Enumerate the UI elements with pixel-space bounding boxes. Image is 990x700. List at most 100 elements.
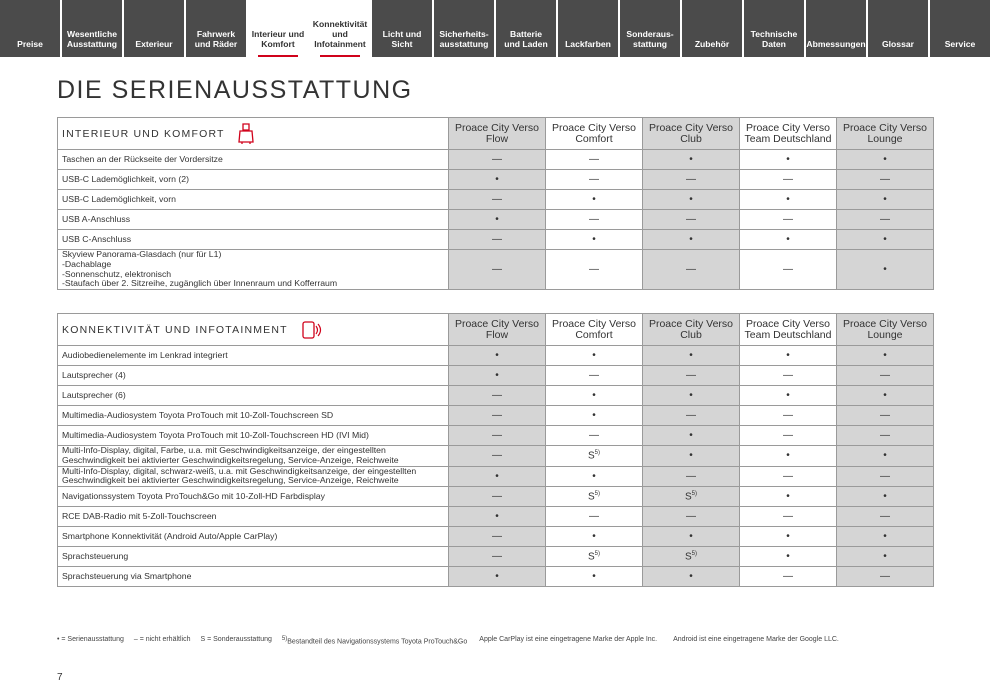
row-label: Lautsprecher (4)	[57, 365, 449, 386]
cell-note: 5)	[594, 491, 600, 498]
cell: •	[545, 229, 643, 250]
cell: •	[545, 345, 643, 366]
cell: —	[739, 169, 837, 190]
cell-text: S	[684, 551, 692, 563]
cell: •	[836, 385, 934, 406]
footnote-text: S = Sonderausstattung	[200, 636, 272, 643]
cell-note: 5)	[594, 450, 600, 457]
footnote: • = Serienausstattung	[57, 636, 124, 645]
nav-tab[interactable]: Exterieur	[124, 0, 184, 57]
cell: •	[642, 526, 740, 548]
cell: —	[448, 445, 546, 467]
row: Lautsprecher (4) • — — — —	[57, 365, 934, 386]
cell: —	[545, 365, 643, 386]
nav-tab[interactable]: Sonderaus- stattung	[620, 0, 680, 57]
cell: —	[642, 248, 740, 291]
row: Navigationssystem Toyota ProTouch&Go mit…	[57, 486, 934, 508]
cell: —	[739, 209, 837, 230]
cell: —	[448, 229, 546, 250]
cell: S5)	[545, 445, 643, 467]
row: Multimedia-Audiosystem Toyota ProTouch m…	[57, 405, 934, 426]
cell: —	[448, 385, 546, 406]
row-label: USB A-Anschluss	[57, 209, 449, 230]
section-title: INTERIEUR UND KOMFORT	[57, 117, 449, 150]
footnote: Apple CarPlay ist eine eingetragene Mark…	[479, 636, 657, 645]
cell: •	[545, 566, 643, 588]
nav-tab[interactable]: Technische Daten	[744, 0, 804, 57]
phone-icon	[302, 320, 321, 339]
footnote-text: Bestandteil des Navigationssystems Toyot…	[287, 638, 468, 646]
cell: —	[545, 506, 643, 528]
cell: •	[739, 229, 837, 250]
cell: —	[545, 149, 643, 170]
row: USB-C Lademöglichkeit, vorn — • • • •	[57, 189, 934, 210]
cell: —	[642, 405, 740, 426]
nav-tab[interactable]: Glossar	[868, 0, 928, 57]
row-label: Multimedia-Audiosystem Toyota ProTouch m…	[57, 405, 449, 426]
nav-tab[interactable]: Batterie und Laden	[496, 0, 556, 57]
cell: •	[642, 149, 740, 170]
nav-tab[interactable]: Abmessungen	[806, 0, 866, 57]
nav-tab[interactable]: Licht und Sicht	[372, 0, 432, 57]
nav-tab[interactable]: Sicherheits- ausstattung	[434, 0, 494, 57]
row-label: Multimedia-Audiosystem Toyota ProTouch m…	[57, 425, 449, 446]
nav-tab[interactable]: Fahrwerk und Räder	[186, 0, 246, 57]
cell: •	[836, 445, 934, 467]
cell: —	[836, 506, 934, 528]
cell: —	[642, 465, 740, 488]
cell: —	[448, 425, 546, 446]
row-label: Skyview Panorama-Glasdach (nur für L1) -…	[57, 248, 449, 291]
cell: •	[836, 189, 934, 210]
nav-tab[interactable]: Preise	[0, 0, 60, 57]
row-label: Multi-Info-Display, digital, schwarz-wei…	[57, 465, 449, 488]
cell: —	[545, 425, 643, 446]
nav-tab[interactable]: Wesentliche Ausstattung	[62, 0, 122, 57]
cell: •	[642, 425, 740, 446]
cell: •	[739, 189, 837, 210]
nav-tab[interactable]: Lackfarben	[558, 0, 618, 57]
cell: —	[739, 425, 837, 446]
cell: —	[642, 169, 740, 190]
cell-note: 5)	[691, 491, 697, 498]
footnote: 5)Bestandteil des Navigationssystems Toy…	[282, 636, 467, 645]
cell: —	[739, 506, 837, 528]
cell: •	[836, 149, 934, 170]
row-label: Sprachsteuerung via Smartphone	[57, 566, 449, 588]
row: USB A-Anschluss • — — — —	[57, 209, 934, 230]
row: Lautsprecher (6) — • • • •	[57, 385, 934, 406]
cell: •	[739, 345, 837, 366]
cell: •	[448, 465, 546, 488]
nav-tab[interactable]: Interieur und Komfort	[248, 0, 308, 57]
footnotes: • = Serienausstattung – = nicht erhältlic…	[57, 636, 839, 645]
row-label: Sprachsteuerung	[57, 546, 449, 568]
row: USB C-Anschluss — • • • •	[57, 229, 934, 250]
row-label: Smartphone Konnektivität (Android Auto/A…	[57, 526, 449, 548]
cell: S5)	[545, 486, 643, 508]
row-label: Navigationssystem Toyota ProTouch&Go mit…	[57, 486, 449, 508]
cell: —	[836, 425, 934, 446]
page-number: 7	[57, 672, 63, 683]
nav-tab[interactable]: Zubehör	[682, 0, 742, 57]
column-header: Proace City Verso Comfort	[545, 313, 643, 346]
cell: •	[448, 506, 546, 528]
cell: —	[739, 248, 837, 291]
row-label: USB-C Lademöglichkeit, vorn (2)	[57, 169, 449, 190]
row: Sprachsteuerung via Smartphone • • • — —	[57, 566, 934, 588]
nav-tab[interactable]: Konnektivität und Infotainment	[310, 0, 370, 57]
cell: S5)	[545, 546, 643, 568]
nav-tab[interactable]: Service	[930, 0, 990, 57]
footnote: Android ist eine eingetragene Marke der …	[673, 636, 839, 645]
cell: •	[448, 169, 546, 190]
cell: —	[739, 405, 837, 426]
row: Multimedia-Audiosystem Toyota ProTouch m…	[57, 425, 934, 446]
cell: —	[836, 209, 934, 230]
cell: —	[448, 486, 546, 508]
row-label: Taschen an der Rückseite der Vordersitze	[57, 149, 449, 170]
footnote-text: – = nicht erhältlich	[133, 636, 191, 643]
column-header: Proace City Verso Team Deutschland	[739, 313, 837, 346]
cell: •	[836, 229, 934, 250]
cell: —	[739, 365, 837, 386]
cell: •	[739, 385, 837, 406]
